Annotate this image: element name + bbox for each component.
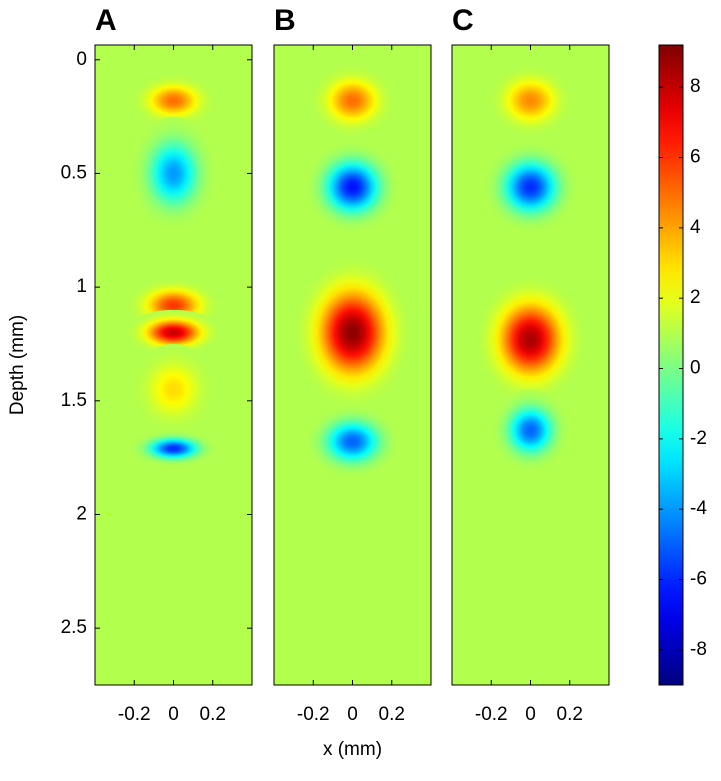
- blob: [130, 430, 217, 467]
- colorbar-tick-label: -6: [690, 569, 707, 590]
- x-tick-label: -0.2: [297, 704, 330, 725]
- x-tick-label: 0: [525, 704, 536, 725]
- blob: [130, 343, 217, 435]
- y-axis-label: Depth (mm): [7, 315, 28, 415]
- colorbar: [658, 44, 684, 686]
- colorbar-tick-label: 6: [690, 147, 701, 168]
- colorbar-tick-label: 2: [690, 287, 701, 308]
- blob: [130, 73, 217, 128]
- y-tick-label: 0.5: [61, 162, 87, 183]
- blob: [483, 141, 578, 233]
- blob: [305, 405, 400, 479]
- x-tick-label: -0.2: [118, 704, 151, 725]
- panel-data: [293, 64, 412, 479]
- blob: [130, 116, 217, 231]
- x-tick-label: -0.2: [475, 704, 508, 725]
- colorbar-tick-label: -4: [690, 498, 707, 519]
- panel-data: [126, 73, 221, 467]
- x-tick-label: 0.2: [379, 704, 405, 725]
- panel-data: [475, 64, 586, 472]
- panel-label: C: [452, 4, 474, 37]
- y-tick-label: 2: [76, 504, 87, 525]
- blob: [293, 257, 412, 408]
- y-tick-label: 1.5: [61, 390, 87, 411]
- colorbar-tick-label: -2: [690, 428, 707, 449]
- y-tick-label: 0: [76, 49, 87, 70]
- y-tick-label: 2.5: [61, 617, 87, 638]
- panel-label: B: [274, 4, 296, 37]
- blob: [126, 309, 221, 356]
- colorbar-tick-label: 8: [690, 76, 701, 97]
- x-tick-label: 0.2: [200, 704, 226, 725]
- blob: [475, 275, 586, 404]
- blob: [487, 64, 574, 138]
- panel-label: A: [95, 4, 117, 37]
- x-axis-label: x (mm): [323, 739, 382, 760]
- blob: [305, 141, 400, 233]
- colorbar-tick-label: 4: [690, 217, 701, 238]
- y-tick-label: 1: [76, 276, 87, 297]
- colorbar-tick-label: -8: [690, 639, 707, 660]
- x-tick-label: 0.2: [557, 704, 583, 725]
- blob: [309, 64, 396, 138]
- colorbar-tick-label: 0: [690, 358, 701, 379]
- x-tick-label: 0: [168, 704, 179, 725]
- blob: [491, 389, 570, 472]
- x-tick-label: 0: [347, 704, 358, 725]
